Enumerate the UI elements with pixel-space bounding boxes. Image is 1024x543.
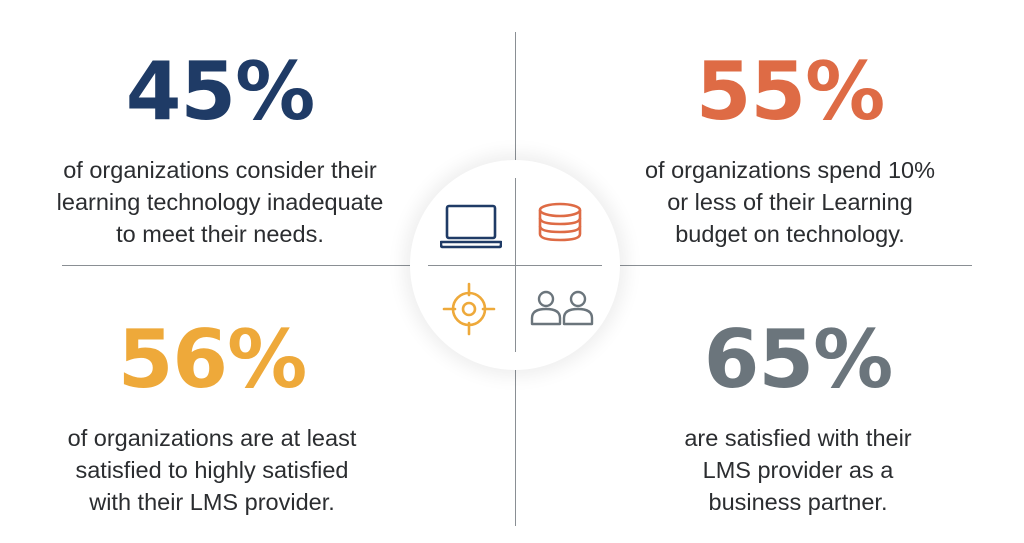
stat-description: of organizations are at least satisfied … — [12, 422, 412, 518]
stat-description-line: of organizations spend 10% — [644, 157, 936, 183]
stat-value: 56% — [117, 313, 307, 406]
stat-description-line: to meet their needs. — [116, 221, 324, 247]
coins-icon — [538, 202, 582, 242]
stat-description-line: business partner. — [708, 489, 888, 515]
stat-description-line: LMS provider as a — [702, 457, 894, 483]
stat-description-line: with their LMS provider. — [89, 489, 335, 515]
stat-description-line: of organizations are at least — [67, 425, 357, 451]
stat-bottom-left: 56% of organizations are at least satisf… — [12, 320, 412, 518]
stat-top-right: 55% of organizations spend 10% or less o… — [590, 52, 990, 250]
stat-description: are satisfied with their LMS provider as… — [598, 422, 998, 518]
stat-description-line: are satisfied with their — [684, 425, 912, 451]
target-icon — [442, 282, 496, 336]
stat-top-left: 45% of organizations consider their lear… — [20, 52, 420, 250]
stat-description-line: of organizations consider their — [63, 157, 377, 183]
stat-description-line: budget on technology. — [675, 221, 905, 247]
stat-description-line: or less of their Learning — [667, 189, 913, 215]
stat-bottom-right: 65% are satisfied with their LMS provide… — [598, 320, 998, 518]
circle-horizontal-divider — [428, 265, 602, 266]
laptop-icon — [440, 204, 502, 249]
stat-value: 55% — [695, 45, 885, 138]
stat-value: 45% — [125, 45, 315, 138]
stat-description: of organizations consider their learning… — [20, 154, 420, 250]
stat-description-line: learning technology inadequate — [56, 189, 384, 215]
stat-description-line: satisfied to highly satisfied — [75, 457, 349, 483]
users-icon — [530, 290, 594, 326]
stat-description: of organizations spend 10% or less of th… — [590, 154, 990, 250]
stat-value: 65% — [703, 313, 893, 406]
